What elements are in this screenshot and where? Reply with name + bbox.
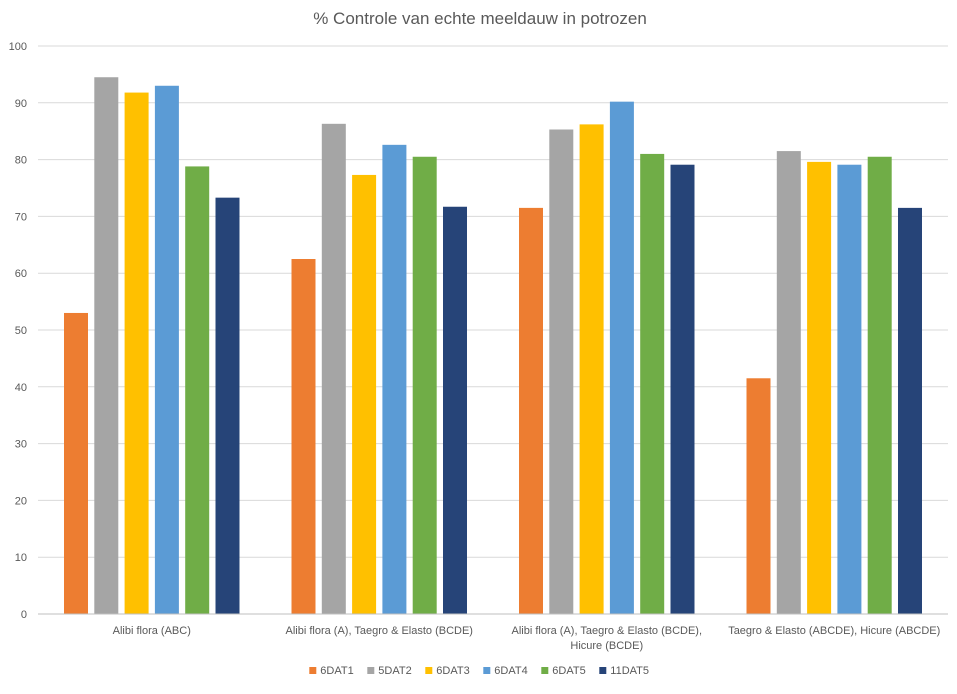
bar-6dat1 bbox=[291, 259, 316, 614]
bar-6dat5 bbox=[867, 156, 892, 614]
legend-swatch bbox=[483, 667, 491, 674]
legend-item-6dat1: 6DAT1 bbox=[309, 665, 354, 677]
y-tick-label: 60 bbox=[15, 268, 27, 280]
bar-5dat2 bbox=[94, 77, 119, 615]
bar-6dat5 bbox=[185, 166, 210, 614]
legend-item-6dat5: 6DAT5 bbox=[541, 665, 586, 677]
legend-item-6dat3: 6DAT3 bbox=[425, 665, 470, 677]
bar-6dat3 bbox=[579, 124, 604, 614]
x-axis-labels: Alibi flora (ABC) Alibi flora (A), Taegro… bbox=[113, 625, 941, 652]
y-tick-label: 10 bbox=[15, 552, 27, 564]
bar-6dat5 bbox=[412, 156, 437, 614]
legend-item-6dat4: 6DAT4 bbox=[483, 665, 528, 677]
y-tick-label: 90 bbox=[15, 98, 27, 110]
bar-6dat3 bbox=[807, 161, 832, 614]
bar-11dat5 bbox=[443, 206, 467, 614]
legend-label: 6DAT1 bbox=[320, 665, 353, 677]
bar-6dat1 bbox=[64, 312, 88, 614]
x-category-label: Alibi flora (ABC) bbox=[113, 625, 191, 637]
x-category-label: Alibi flora (A), Taegro & Elasto (BCDE) bbox=[286, 625, 473, 637]
legend-label: 5DAT2 bbox=[378, 665, 411, 677]
bar-6dat4 bbox=[382, 144, 407, 614]
legend: 6DAT1 5DAT2 6DAT3 6DAT4 6DAT5 11DAT5 bbox=[309, 665, 649, 677]
y-axis-ticks: 0 10 20 30 40 50 60 70 80 90 100 bbox=[9, 41, 27, 621]
bar-11dat5 bbox=[898, 207, 922, 614]
chart-title: % Controle van echte meeldauw in potroze… bbox=[313, 9, 647, 28]
legend-label: 6DAT3 bbox=[436, 665, 469, 677]
bar-6dat1 bbox=[519, 207, 543, 614]
legend-label: 6DAT5 bbox=[552, 665, 585, 677]
legend-swatch bbox=[309, 667, 317, 674]
bar-11dat5 bbox=[215, 197, 240, 614]
x-category-label: Alibi flora (A), Taegro & Elasto (BCDE), bbox=[511, 625, 702, 637]
legend-swatch bbox=[425, 667, 433, 674]
legend-label: 6DAT4 bbox=[494, 665, 527, 677]
bar-11dat5 bbox=[670, 164, 695, 614]
y-tick-label: 0 bbox=[21, 609, 27, 621]
x-category-label: Taegro & Elasto (ABCDE), Hicure (ABCDE) bbox=[728, 625, 940, 637]
legend-label: 11DAT5 bbox=[610, 665, 649, 677]
y-tick-label: 50 bbox=[15, 325, 27, 337]
bar-6dat3 bbox=[352, 174, 377, 614]
y-tick-label: 30 bbox=[15, 439, 27, 451]
bar-6dat4 bbox=[837, 164, 862, 614]
y-tick-label: 80 bbox=[15, 155, 27, 167]
bar-5dat2 bbox=[549, 129, 574, 614]
legend-swatch bbox=[599, 667, 607, 674]
bar-6dat5 bbox=[640, 153, 665, 615]
bar-6dat4 bbox=[154, 85, 179, 614]
x-category-label: Hicure (BCDE) bbox=[570, 640, 643, 652]
legend-item-11dat5: 11DAT5 bbox=[599, 665, 649, 677]
y-tick-label: 100 bbox=[9, 41, 27, 53]
bar-6dat1 bbox=[746, 378, 771, 614]
legend-swatch bbox=[541, 667, 549, 674]
y-tick-label: 20 bbox=[15, 495, 27, 507]
legend-item-5dat2: 5DAT2 bbox=[367, 665, 412, 677]
bar-5dat2 bbox=[776, 151, 801, 614]
bar-6dat3 bbox=[124, 92, 149, 615]
bar-5dat2 bbox=[321, 123, 346, 614]
y-tick-label: 70 bbox=[15, 211, 27, 223]
bars bbox=[64, 77, 922, 615]
legend-swatch bbox=[367, 667, 375, 674]
bar-6dat4 bbox=[609, 101, 634, 614]
y-tick-label: 40 bbox=[15, 382, 27, 394]
